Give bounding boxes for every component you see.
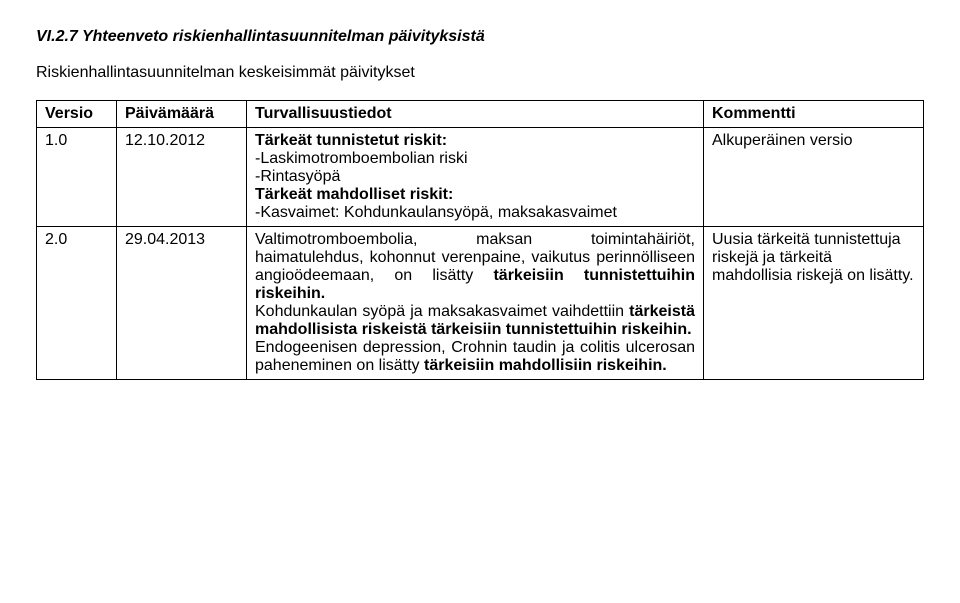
cell-turvallisuustiedot: Tärkeät tunnistetut riskit: -Laskimotrom… (247, 128, 704, 227)
table-row: 1.0 12.10.2012 Tärkeät tunnistetut riski… (37, 128, 924, 227)
risk-line: -Kasvaimet: Kohdunkaulansyöpä, maksakasv… (255, 204, 695, 222)
risk-line: -Laskimotromboembolian riski (255, 150, 695, 168)
risk-line: Tärkeät tunnistetut riskit: (255, 132, 695, 150)
section-heading: VI.2.7 Yhteenveto riskienhallintasuunnit… (36, 28, 924, 46)
risk-text: Kohdunkaulan syöpä ja maksakasvaimet vai… (255, 303, 629, 320)
updates-table: Versio Päivämäärä Turvallisuustiedot Kom… (36, 100, 924, 380)
col-header-turvallisuustiedot: Turvallisuustiedot (247, 101, 704, 128)
cell-versio: 2.0 (37, 227, 117, 380)
risk-line: -Rintasyöpä (255, 168, 695, 186)
risk-line: Tärkeät mahdolliset riskit: (255, 186, 695, 204)
risk-paragraph: Endogeenisen depression, Crohnin taudin … (255, 339, 695, 375)
cell-versio: 1.0 (37, 128, 117, 227)
cell-turvallisuustiedot: Valtimotromboembolia, maksan toimintahäi… (247, 227, 704, 380)
cell-kommentti: Uusia tärkeitä tunnistettuja riskejä ja … (704, 227, 924, 380)
cell-paivamaara: 29.04.2013 (117, 227, 247, 380)
table-header-row: Versio Päivämäärä Turvallisuustiedot Kom… (37, 101, 924, 128)
cell-paivamaara: 12.10.2012 (117, 128, 247, 227)
risk-paragraph: Valtimotromboembolia, maksan toimintahäi… (255, 231, 695, 303)
col-header-kommentti: Kommentti (704, 101, 924, 128)
cell-kommentti: Alkuperäinen versio (704, 128, 924, 227)
risk-text-bold: tärkeisiin mahdollisiin riskeihin. (424, 357, 667, 374)
risk-paragraph: Kohdunkaulan syöpä ja maksakasvaimet vai… (255, 303, 695, 339)
col-header-versio: Versio (37, 101, 117, 128)
table-row: 2.0 29.04.2013 Valtimotromboembolia, mak… (37, 227, 924, 380)
section-subheading: Riskienhallintasuunnitelman keskeisimmät… (36, 64, 924, 82)
col-header-paivamaara: Päivämäärä (117, 101, 247, 128)
